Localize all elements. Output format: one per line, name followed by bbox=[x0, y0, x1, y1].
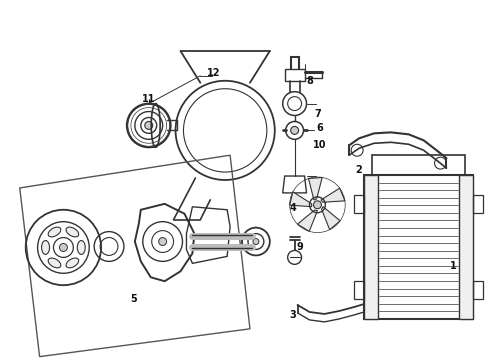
Text: 5: 5 bbox=[130, 294, 137, 304]
Polygon shape bbox=[321, 188, 345, 202]
Text: 1: 1 bbox=[450, 261, 457, 271]
Text: 8: 8 bbox=[306, 76, 313, 86]
Ellipse shape bbox=[66, 258, 79, 268]
Circle shape bbox=[314, 201, 321, 209]
Ellipse shape bbox=[48, 227, 61, 237]
Ellipse shape bbox=[42, 240, 49, 255]
Text: 7: 7 bbox=[314, 108, 321, 118]
Text: 10: 10 bbox=[313, 140, 326, 150]
Text: 4: 4 bbox=[289, 203, 296, 213]
Circle shape bbox=[253, 239, 259, 244]
Polygon shape bbox=[459, 175, 473, 319]
Text: 3: 3 bbox=[289, 310, 296, 320]
Ellipse shape bbox=[48, 258, 61, 268]
Ellipse shape bbox=[66, 227, 79, 237]
Text: 11: 11 bbox=[142, 94, 155, 104]
Text: 9: 9 bbox=[296, 243, 303, 252]
Polygon shape bbox=[309, 177, 322, 200]
Polygon shape bbox=[290, 192, 312, 207]
Circle shape bbox=[145, 121, 153, 129]
Circle shape bbox=[159, 238, 167, 246]
Polygon shape bbox=[321, 207, 340, 230]
Text: 6: 6 bbox=[316, 123, 323, 134]
Circle shape bbox=[291, 126, 298, 134]
Polygon shape bbox=[364, 175, 378, 319]
Text: 12: 12 bbox=[206, 68, 220, 78]
Ellipse shape bbox=[77, 240, 85, 255]
Circle shape bbox=[59, 243, 68, 251]
Polygon shape bbox=[297, 210, 318, 231]
Text: 2: 2 bbox=[356, 165, 363, 175]
